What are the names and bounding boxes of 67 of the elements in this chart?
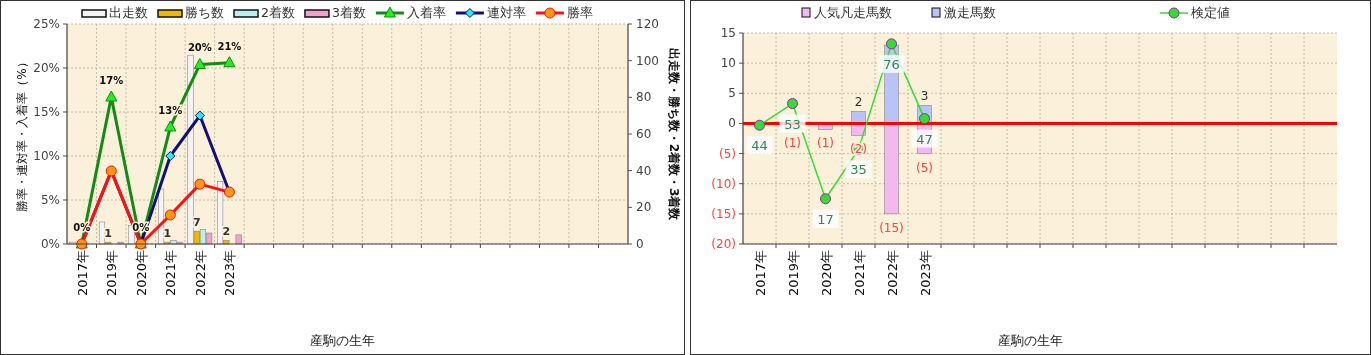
x-tick-label: 2021年 — [851, 250, 867, 297]
legend-label: 出走数 — [109, 5, 148, 20]
data-label: 2 — [854, 95, 863, 110]
y-tick-label: (10) — [711, 176, 736, 191]
annotation: 47 — [916, 131, 933, 147]
y-tick-label: (5) — [719, 146, 736, 161]
annotation: 17 — [817, 211, 834, 227]
legend-label: 人気凡走馬数 — [814, 5, 892, 20]
y-tick-label: 5% — [40, 193, 60, 207]
y-tick-label: (20) — [711, 237, 736, 251]
data-label: 17% — [99, 75, 124, 87]
legend-label: 検定値 — [1191, 5, 1230, 20]
legend-label: 激走馬数 — [944, 5, 996, 20]
x-tick-label: 2023年 — [222, 250, 238, 297]
data-label: 3 — [920, 89, 929, 104]
y-tick-label: 15 — [720, 26, 736, 40]
y-tick-label: 20% — [33, 61, 60, 75]
y-tick-label: 10 — [720, 56, 736, 71]
data-label: 0% — [132, 222, 150, 233]
legend-label: 2着数 — [261, 5, 295, 20]
x-tick-label: 2021年 — [163, 250, 179, 297]
y2-tick-label: 20 — [636, 200, 652, 215]
y-tick-label: 5 — [728, 86, 736, 101]
legend-label: 入着率 — [406, 5, 446, 20]
y2-axis-title: 出走数・勝ち数・2着数・3着数 — [667, 47, 681, 222]
x-axis-title: 産駒の生年 — [998, 333, 1063, 348]
data-label: 20% — [187, 42, 212, 54]
y2-tick-label: 120 — [636, 17, 659, 31]
x-tick-label: 2022年 — [884, 250, 900, 297]
x-tick-label: 2020年 — [133, 250, 149, 297]
y-tick-label: 15% — [33, 105, 60, 119]
data-label: (1) — [817, 136, 834, 151]
y2-tick-label: 100 — [636, 53, 659, 68]
x-tick-label: 2020年 — [818, 250, 834, 297]
x-tick-label: 2017年 — [752, 250, 768, 297]
y2-tick-label: 40 — [636, 163, 652, 178]
y-tick-label: 0 — [728, 116, 736, 131]
x-tick-label: 2017年 — [74, 250, 90, 297]
y-tick-label: 0% — [40, 237, 60, 251]
annotation: 53 — [784, 116, 801, 132]
data-label: 1 — [104, 227, 113, 241]
legend-label: 勝ち数 — [185, 5, 224, 20]
annotation: 44 — [751, 138, 768, 154]
data-label: 21% — [217, 40, 242, 52]
x-tick-label: 2022年 — [192, 250, 208, 297]
x-tick-label: 2019年 — [104, 250, 120, 297]
x-tick-label: 2019年 — [785, 250, 801, 297]
legend-label: 3着数 — [331, 5, 366, 20]
data-label: (15) — [879, 220, 904, 235]
data-label: 7 — [192, 216, 201, 230]
data-label: 2 — [222, 225, 231, 239]
x-tick-label: 2023年 — [917, 250, 933, 297]
legend-label: 連対率 — [486, 5, 526, 20]
data-label: 1 — [163, 227, 172, 241]
y2-tick-label: 60 — [636, 127, 652, 141]
data-label: (1) — [784, 136, 801, 151]
y2-tick-label: 80 — [636, 90, 652, 105]
y-tick-label: 10% — [33, 149, 60, 163]
y-axis-title: 勝率・連対率・入着率（%） — [15, 56, 29, 212]
x-axis-title: 産駒の生年 — [310, 333, 375, 348]
y-tick-label: (15) — [711, 206, 736, 221]
annotation: 35 — [850, 162, 867, 178]
legend-label: 勝率 — [566, 5, 593, 20]
data-label: (5) — [916, 160, 933, 175]
y2-tick-label: 0 — [636, 237, 644, 251]
y-tick-label: 25% — [33, 17, 60, 31]
annotation: 76 — [883, 56, 900, 72]
